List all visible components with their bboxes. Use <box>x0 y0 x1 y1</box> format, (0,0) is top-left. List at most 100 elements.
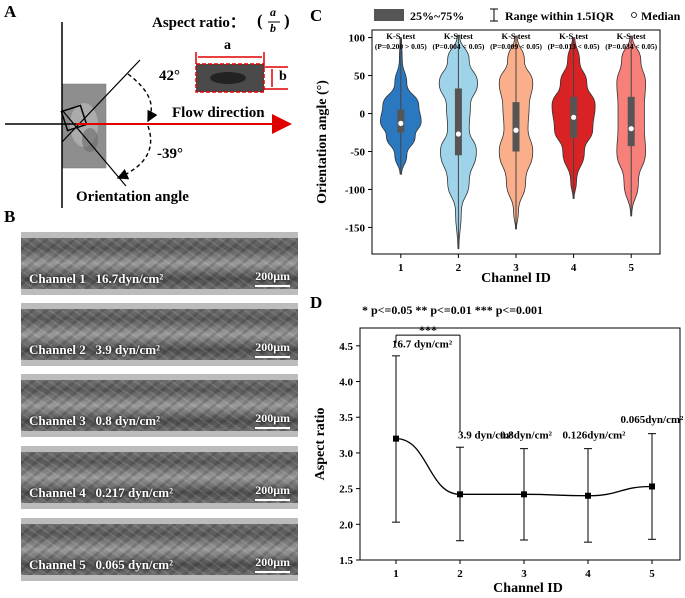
data-point-1 <box>393 435 399 442</box>
median-4 <box>571 114 577 120</box>
data-point-5 <box>649 483 655 490</box>
y-tick-label: 0 <box>360 109 366 121</box>
y-tick-label: -150 <box>345 222 366 234</box>
x-tick-label: 5 <box>628 262 634 274</box>
scale-bar-label: 200μm <box>255 269 290 283</box>
panel-label-a: A <box>4 2 17 21</box>
iqr-box-3 <box>512 102 520 152</box>
y-tick-label: 4.5 <box>339 341 353 353</box>
ks-test-label: K-S test <box>386 31 415 41</box>
y-tick-label: -50 <box>350 146 365 158</box>
y-tick-label: 1.5 <box>339 555 353 567</box>
y-tick-label: 4.0 <box>339 377 353 389</box>
channel-name: Channel 2 <box>29 342 86 357</box>
significance-stars: *** <box>419 323 437 337</box>
ks-test-p-value: (P=0.013 < 0.05) <box>548 42 600 51</box>
x-tick-label: 5 <box>649 568 655 580</box>
median-5 <box>628 126 634 132</box>
channel-name: Channel 5 <box>29 557 86 572</box>
y-tick-label: -100 <box>345 184 366 196</box>
dimension-a-label: a <box>224 38 231 53</box>
legend-whisker-label: Range within 1.5IQR <box>505 9 614 23</box>
aspect-ratio-chart: 1.5 2.0 2.5 3.0 3.5 4.0 4.5 1 2 3 4 5 16.7 dyn/cm² 3.… <box>313 303 685 596</box>
x-tick-label: 1 <box>398 262 404 274</box>
x-tick-label: 2 <box>457 568 463 580</box>
x-tick-label: 1 <box>393 568 399 580</box>
micrograph-channel-3: Channel 3 0.8 dyn/cm² 200μm <box>21 374 298 437</box>
ks-test-p-value: (P=0.009 < 0.05) <box>490 42 542 51</box>
panel-label-c: C <box>310 6 323 25</box>
aspect-ratio-label: Aspect ratio： <box>152 15 245 31</box>
legend-median-label: Median <box>641 9 681 23</box>
channel-stress: 0.8 dyn/cm² <box>95 413 161 428</box>
scale-bar-label: 200μm <box>255 411 290 425</box>
x-tick-label: 3 <box>513 262 519 274</box>
paren-open: ( <box>257 11 263 30</box>
ks-test-label: K-S test <box>559 31 588 41</box>
y-tick-label: 2.5 <box>339 484 353 496</box>
flow-direction-label: Flow direction <box>172 105 265 121</box>
plot-frame <box>359 327 681 561</box>
stress-label: 16.7 dyn/cm² <box>392 338 453 350</box>
significance-legend: * p<=0.05 ** p<=0.01 *** p<=0.001 <box>362 303 543 317</box>
orientation-diagram <box>5 21 292 208</box>
y-tick-label: 3.0 <box>339 448 353 460</box>
micrograph-channel-5: Channel 5 0.065 dyn/cm² 200μm <box>21 518 298 581</box>
channel-name: Channel 1 <box>29 271 86 286</box>
scale-bar-label: 200μm <box>255 555 290 569</box>
x-axis-label: Channel ID <box>481 271 551 286</box>
scale-bar-label: 200μm <box>255 483 290 497</box>
iqr-box-2 <box>454 88 462 156</box>
iqr-box-5 <box>627 96 635 147</box>
channel-stress: 0.065 dyn/cm² <box>95 557 174 572</box>
channel-name: Channel 4 <box>29 485 86 500</box>
stress-label: 0.065dyn/cm² <box>621 414 685 426</box>
x-tick-label: 4 <box>571 262 577 274</box>
micrograph-channel-2: Channel 2 3.9 dyn/cm² 200μm <box>21 303 298 366</box>
ks-test-label: K-S test <box>617 31 646 41</box>
channel-stress: 0.217 dyn/cm² <box>95 485 174 500</box>
data-point-2 <box>457 491 463 498</box>
fraction-numerator: a <box>270 5 276 19</box>
micrograph-channel-1: Channel 1 16.7dyn/cm² 200μm <box>21 232 298 295</box>
stress-label: 3.9 dyn/cm² <box>458 430 513 442</box>
angle-positive: 42° <box>159 68 180 84</box>
x-tick-label: 3 <box>521 568 527 580</box>
y-tick-label: 2.0 <box>339 519 353 531</box>
data-point-4 <box>585 492 591 499</box>
orientation-angle-label: Orientation angle <box>76 189 189 205</box>
legend-box-label: 25%~75% <box>410 9 464 23</box>
legend-box-swatch <box>374 9 404 21</box>
data-point-3 <box>521 491 527 498</box>
y-tick-label: 3.5 <box>339 412 353 424</box>
channel-stress: 16.7dyn/cm² <box>95 271 164 286</box>
fraction-denominator: b <box>270 21 276 35</box>
median-2 <box>455 131 461 137</box>
legend-median-swatch <box>631 12 637 18</box>
paren-close: ) <box>284 11 290 30</box>
y-tick-label: 50 <box>354 71 366 83</box>
panel-label-d: D <box>310 293 323 312</box>
ks-test-p-value: (P=0.034 < 0.05) <box>605 42 657 51</box>
scale-bar-label: 200μm <box>255 340 290 354</box>
channel-name: Channel 3 <box>29 413 86 428</box>
stress-label: 0.8dyn/cm² <box>500 430 553 442</box>
ks-test-p-value: (P=0.004 < 0.05) <box>432 42 484 51</box>
channel-stress: 3.9 dyn/cm² <box>95 342 161 357</box>
panel-label-b: B <box>4 207 16 226</box>
x-tick-label: 2 <box>456 262 462 274</box>
x-axis-label: Channel ID <box>493 581 563 596</box>
median-1 <box>398 120 404 126</box>
micrograph-channel-4: Channel 4 0.217 dyn/cm² 200μm <box>21 446 298 509</box>
y-tick-label: 100 <box>349 33 366 45</box>
y-axis-label: Aspect ratio <box>313 408 328 481</box>
ks-test-label: K-S test <box>444 31 473 41</box>
median-3 <box>513 127 519 133</box>
ks-test-label: K-S test <box>501 31 530 41</box>
ks-test-p-value: (P=0.200 > 0.05) <box>375 42 427 51</box>
dimension-b-label: b <box>279 69 287 84</box>
x-tick-label: 4 <box>585 568 591 580</box>
y-axis-label: Orientation angle (°) <box>315 80 330 204</box>
stress-label: 0.126dyn/cm² <box>563 430 627 442</box>
